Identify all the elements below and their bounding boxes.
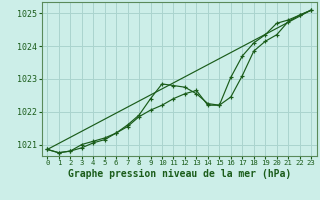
X-axis label: Graphe pression niveau de la mer (hPa): Graphe pression niveau de la mer (hPa) xyxy=(68,169,291,179)
